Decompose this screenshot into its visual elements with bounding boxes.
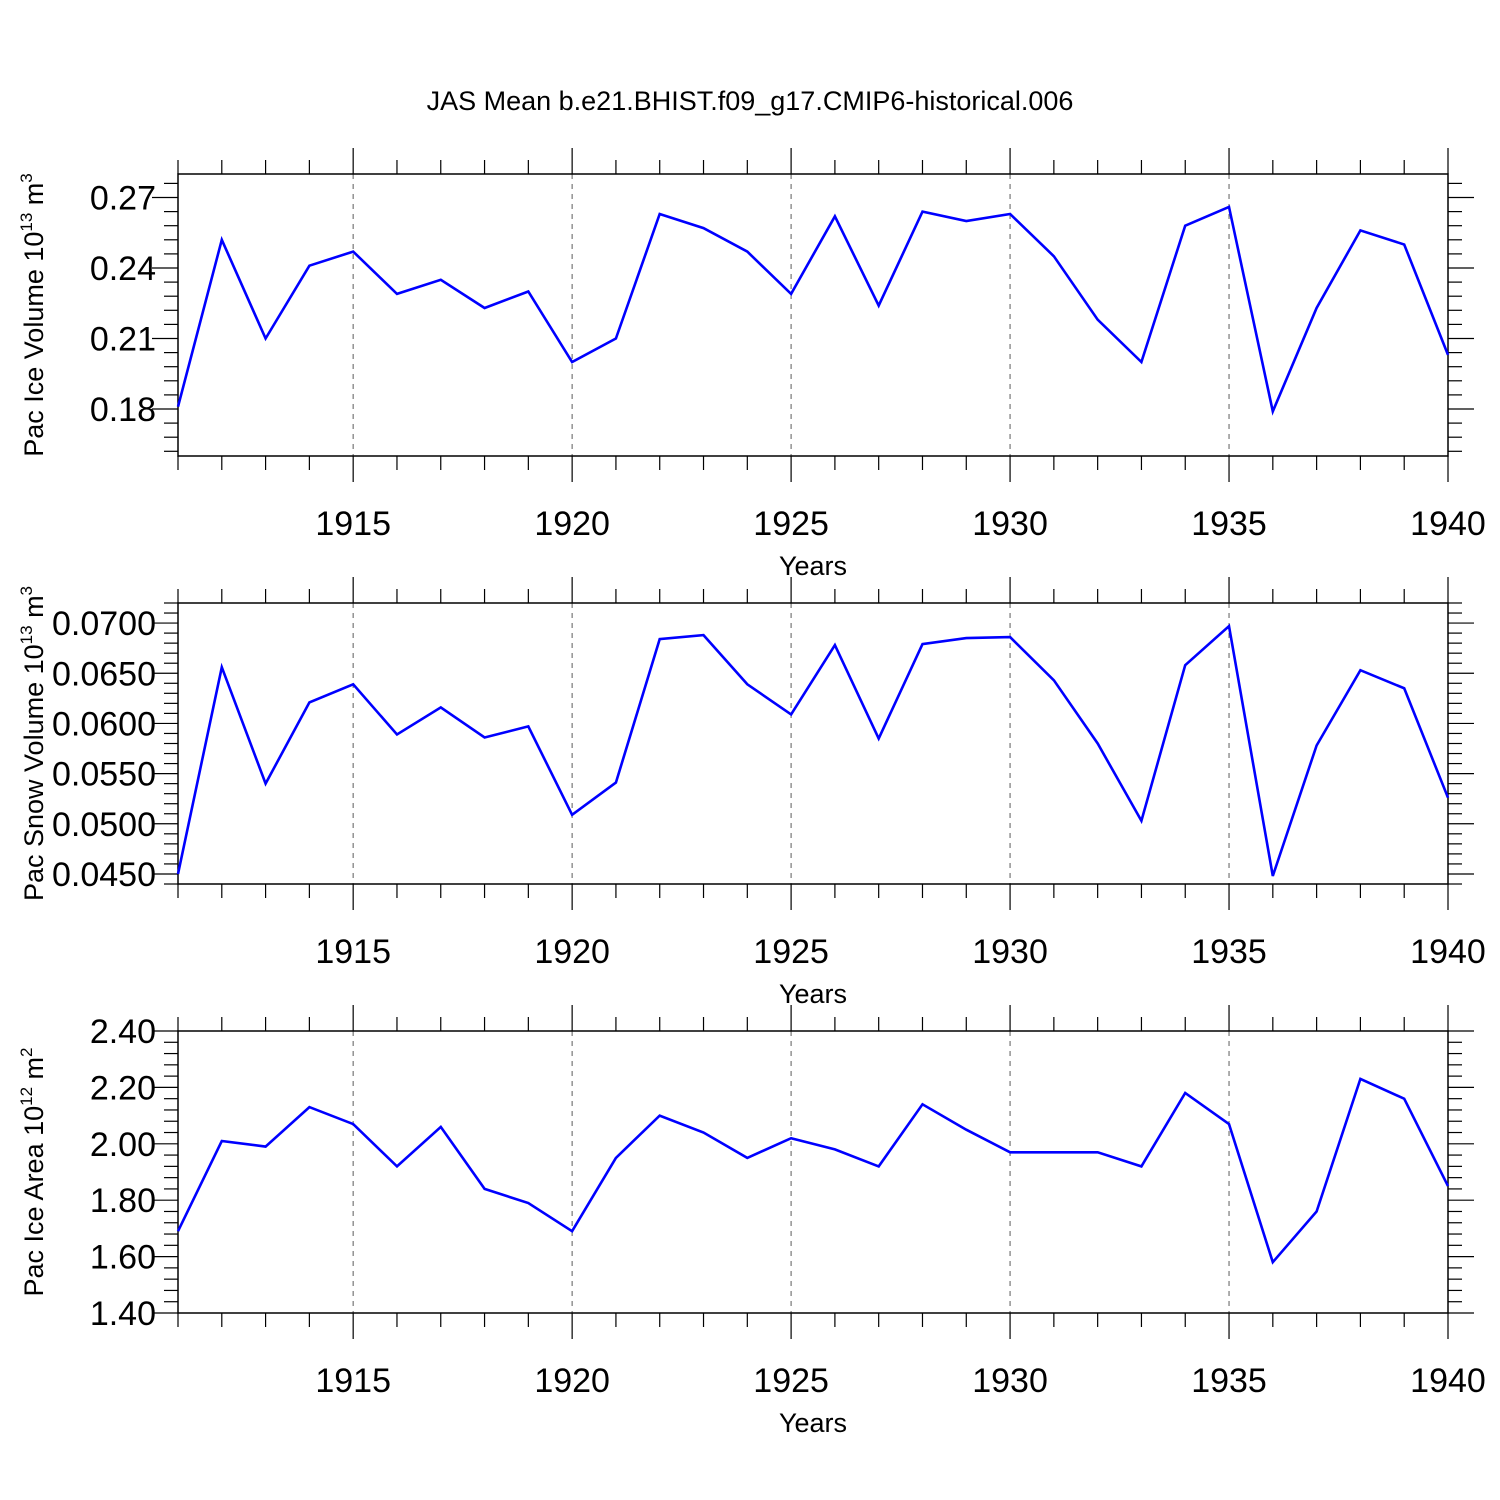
y-tick-label: 0.0600 xyxy=(52,705,156,743)
x-tick-label: 1940 xyxy=(1410,1362,1486,1400)
x-tick-label: 1915 xyxy=(315,1362,391,1400)
x-tick-label: 1930 xyxy=(972,1362,1048,1400)
y-tick-label: 2.20 xyxy=(90,1069,156,1107)
y-tick-label: 0.21 xyxy=(90,321,156,359)
plot-frame xyxy=(177,602,1449,885)
x-tick-label: 1930 xyxy=(972,933,1048,971)
y-axis-label-unit-exponent: 3 xyxy=(17,586,36,595)
y-tick-label: 1.60 xyxy=(90,1239,156,1277)
y-tick-label: 0.27 xyxy=(90,180,156,218)
x-axis-label: Years xyxy=(779,979,847,1009)
y-axis-label-unit: m xyxy=(19,1057,49,1087)
x-tick-label: 1935 xyxy=(1191,1362,1267,1400)
figure-title: JAS Mean b.e21.BHIST.f09_g17.CMIP6-histo… xyxy=(427,86,1074,116)
y-axis-label-main: Pac Snow Volume 10 xyxy=(19,644,49,901)
y-axis-label: Pac Ice Volume 1013 m3 xyxy=(17,173,49,457)
panels: 1915 1920 1925 1930 1935 1940 0.18 0.21 0.24 0.27… xyxy=(17,148,1486,1438)
chart-panel-1: 1915 1920 1925 1930 1935 1940 0.18 0.21 0.24 0.27… xyxy=(17,148,1486,581)
x-tick-label: 1925 xyxy=(753,1362,829,1400)
x-tick-label: 1930 xyxy=(972,505,1048,543)
x-tick-label: 1940 xyxy=(1410,933,1486,971)
x-tick-label: 1915 xyxy=(315,933,391,971)
x-tick-label: 1940 xyxy=(1410,505,1486,543)
y-tick-label: 0.0550 xyxy=(52,756,156,794)
x-axis-label: Years xyxy=(779,551,847,581)
y-axis-label-main: Pac Ice Volume 10 xyxy=(19,232,49,457)
y-axis-label-exponent: 13 xyxy=(17,213,36,232)
y-tick-label: 0.0700 xyxy=(52,605,156,643)
y-axis-label-exponent: 12 xyxy=(17,1087,36,1106)
x-axis-label: Years xyxy=(779,1408,847,1438)
y-axis-label-unit: m xyxy=(19,595,49,625)
series-line xyxy=(176,1077,1450,1265)
y-tick-label: 0.0450 xyxy=(52,856,156,894)
y-tick-label: 0.18 xyxy=(90,391,156,429)
y-axis-label-exponent: 13 xyxy=(17,625,36,644)
y-axis-label: Pac Snow Volume 1013 m3 xyxy=(17,586,49,901)
x-tick-label: 1920 xyxy=(534,505,610,543)
y-tick-label: 0.0500 xyxy=(52,806,156,844)
x-tick-label: 1925 xyxy=(753,933,829,971)
x-tick-label: 1935 xyxy=(1191,933,1267,971)
x-tick-label: 1935 xyxy=(1191,505,1267,543)
series-line xyxy=(176,205,1450,416)
y-tick-label: 1.40 xyxy=(90,1295,156,1333)
y-tick-label: 1.80 xyxy=(90,1182,156,1220)
y-tick-label: 2.40 xyxy=(90,1013,156,1051)
y-tick-label: 0.0650 xyxy=(52,655,156,693)
x-tick-label: 1920 xyxy=(534,1362,610,1400)
x-tick-label: 1915 xyxy=(315,505,391,543)
plot-frame xyxy=(177,173,1449,457)
y-axis-label-unit: m xyxy=(19,183,49,213)
y-axis-label: Pac Ice Area 1012 m2 xyxy=(17,1047,49,1296)
chart-panel-3: 1915 1920 1925 1930 1935 1940 1.40 1.60 1.80 2.00… xyxy=(17,1005,1486,1438)
y-tick-label: 0.24 xyxy=(90,250,156,288)
y-tick-label: 2.00 xyxy=(90,1126,156,1164)
plot-frame xyxy=(177,1030,1449,1314)
x-tick-label: 1925 xyxy=(753,505,829,543)
y-axis-label-unit-exponent: 3 xyxy=(17,173,36,182)
y-axis-label-unit-exponent: 2 xyxy=(17,1047,36,1056)
series-line xyxy=(176,623,1450,877)
x-tick-label: 1920 xyxy=(534,933,610,971)
y-axis-label-main: Pac Ice Area 10 xyxy=(19,1106,49,1297)
chart-panel-2: 1915 1920 1925 1930 1935 1940 0.0450 0.0500 0.05… xyxy=(17,577,1486,1009)
